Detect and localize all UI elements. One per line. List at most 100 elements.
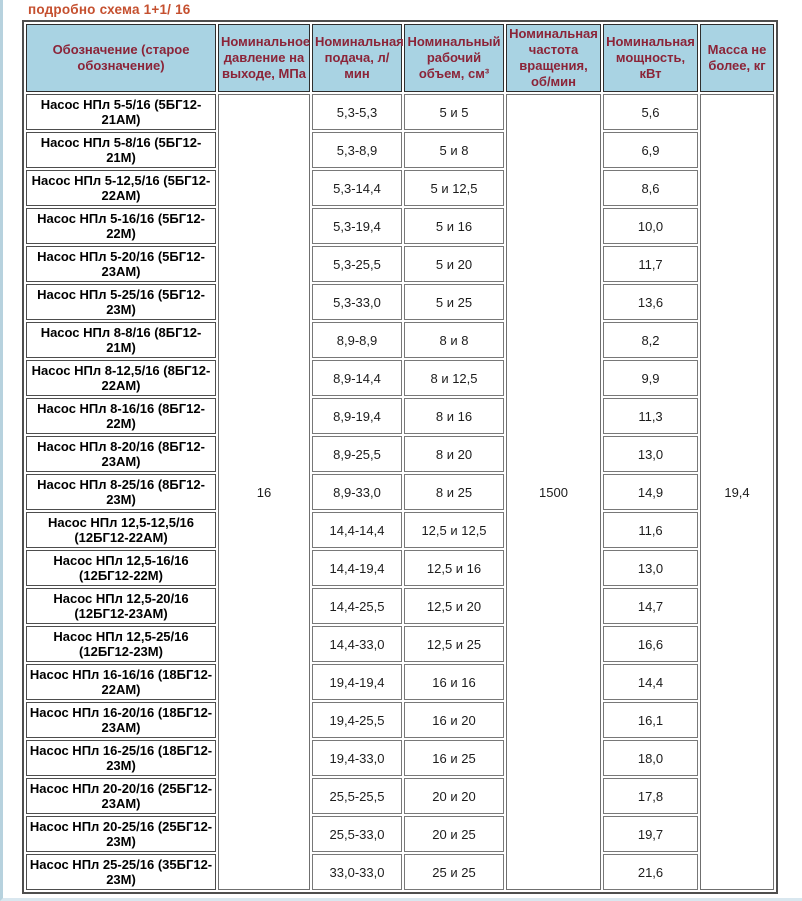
cell-designation: Насос НПл 25-25/16 (35БГ12-23М) bbox=[26, 854, 216, 890]
cell-power: 19,7 bbox=[603, 816, 698, 852]
cell-volume: 8 и 16 bbox=[404, 398, 504, 434]
cell-power: 11,6 bbox=[603, 512, 698, 548]
cell-designation: Насос НПл 12,5-12,5/16 (12БГ12-22АМ) bbox=[26, 512, 216, 548]
table-row: Насос НПл 16-20/16 (18БГ12-23АМ) 19,4-25,… bbox=[26, 702, 774, 738]
table-row: Насос НПл 5-8/16 (5БГ12-21М) 5,3-8,9 5 и 8… bbox=[26, 132, 774, 168]
cell-power: 14,4 bbox=[603, 664, 698, 700]
cell-flow: 5,3-5,3 bbox=[312, 94, 402, 130]
header-row: Обозначение (старое обозначение) Номинал… bbox=[26, 24, 774, 92]
cell-power: 14,9 bbox=[603, 474, 698, 510]
cell-designation: Насос НПл 8-20/16 (8БГ12-23АМ) bbox=[26, 436, 216, 472]
cell-flow: 14,4-14,4 bbox=[312, 512, 402, 548]
cell-power: 8,6 bbox=[603, 170, 698, 206]
cell-flow: 19,4-19,4 bbox=[312, 664, 402, 700]
cell-speed-merged: 1500 bbox=[506, 94, 601, 890]
cell-power: 18,0 bbox=[603, 740, 698, 776]
cell-designation: Насос НПл 16-16/16 (18БГ12-22АМ) bbox=[26, 664, 216, 700]
cell-power: 6,9 bbox=[603, 132, 698, 168]
pump-table-body: Насос НПл 5-5/16 (5БГ12-21АМ) 16 5,3-5,3 5 … bbox=[26, 94, 774, 890]
cell-volume: 12,5 и 12,5 bbox=[404, 512, 504, 548]
table-row: Насос НПл 20-20/16 (25БГ12-23АМ) 25,5-25,… bbox=[26, 778, 774, 814]
table-row: Насос НПл 25-25/16 (35БГ12-23М) 33,0-33,0… bbox=[26, 854, 774, 890]
cell-flow: 14,4-19,4 bbox=[312, 550, 402, 586]
cell-flow: 25,5-25,5 bbox=[312, 778, 402, 814]
cell-flow: 19,4-25,5 bbox=[312, 702, 402, 738]
column-header-pressure: Номинальное давление на выходе, МПа bbox=[218, 24, 310, 92]
cell-designation: Насос НПл 12,5-25/16 (12БГ12-23М) bbox=[26, 626, 216, 662]
cell-designation: Насос НПл 8-12,5/16 (8БГ12-22АМ) bbox=[26, 360, 216, 396]
cell-volume: 5 и 12,5 bbox=[404, 170, 504, 206]
cell-designation: Насос НПл 8-25/16 (8БГ12-23М) bbox=[26, 474, 216, 510]
cell-flow: 8,9-8,9 bbox=[312, 322, 402, 358]
cell-designation: Насос НПл 16-25/16 (18БГ12-23М) bbox=[26, 740, 216, 776]
cell-designation: Насос НПл 5-8/16 (5БГ12-21М) bbox=[26, 132, 216, 168]
cell-volume: 8 и 25 bbox=[404, 474, 504, 510]
cell-volume: 8 и 20 bbox=[404, 436, 504, 472]
table-row: Насос НПл 8-20/16 (8БГ12-23АМ) 8,9-25,5 8 … bbox=[26, 436, 774, 472]
cell-power: 11,3 bbox=[603, 398, 698, 434]
cell-designation: Насос НПл 20-25/16 (25БГ12-23М) bbox=[26, 816, 216, 852]
cell-flow: 33,0-33,0 bbox=[312, 854, 402, 890]
cell-power: 11,7 bbox=[603, 246, 698, 282]
cell-volume: 5 и 8 bbox=[404, 132, 504, 168]
table-row: Насос НПл 5-5/16 (5БГ12-21АМ) 16 5,3-5,3 5 … bbox=[26, 94, 774, 890]
cell-designation: Насос НПл 16-20/16 (18БГ12-23АМ) bbox=[26, 702, 216, 738]
cell-designation: Насос НПл 8-16/16 (8БГ12-22М) bbox=[26, 398, 216, 434]
cell-flow: 5,3-33,0 bbox=[312, 284, 402, 320]
cell-power: 17,8 bbox=[603, 778, 698, 814]
cell-power: 13,6 bbox=[603, 284, 698, 320]
table-row: Насос НПл 5-20/16 (5БГ12-23АМ) 5,3-25,5 5 … bbox=[26, 246, 774, 282]
cell-volume: 5 и 16 bbox=[404, 208, 504, 244]
column-header-volume: Номинальный рабочий объем, см³ bbox=[404, 24, 504, 92]
cell-designation: Насос НПл 20-20/16 (25БГ12-23АМ) bbox=[26, 778, 216, 814]
cell-designation: Насос НПл 12,5-16/16 (12БГ12-22М) bbox=[26, 550, 216, 586]
table-row: Насос НПл 12,5-12,5/16 (12БГ12-22АМ) 14,4… bbox=[26, 512, 774, 548]
table-row: Насос НПл 12,5-16/16 (12БГ12-22М) 14,4-19… bbox=[26, 550, 774, 586]
cell-designation: Насос НПл 12,5-20/16 (12БГ12-23АМ) bbox=[26, 588, 216, 624]
cell-power: 21,6 bbox=[603, 854, 698, 890]
column-header-power: Номинальная мощность, кВт bbox=[603, 24, 698, 92]
pump-specs-table: Обозначение (старое обозначение) Номинал… bbox=[22, 20, 778, 894]
cell-flow: 14,4-33,0 bbox=[312, 626, 402, 662]
cell-volume: 12,5 и 20 bbox=[404, 588, 504, 624]
column-header-mass: Масса не более, кг bbox=[700, 24, 774, 92]
cell-volume: 20 и 25 bbox=[404, 816, 504, 852]
cell-designation: Насос НПл 5-25/16 (5БГ12-23М) bbox=[26, 284, 216, 320]
cell-flow: 8,9-14,4 bbox=[312, 360, 402, 396]
cell-volume: 8 и 8 bbox=[404, 322, 504, 358]
column-header-designation: Обозначение (старое обозначение) bbox=[26, 24, 216, 92]
cell-volume: 12,5 и 25 bbox=[404, 626, 504, 662]
cell-volume: 5 и 20 bbox=[404, 246, 504, 282]
cell-volume: 12,5 и 16 bbox=[404, 550, 504, 586]
table-row: Насос НПл 16-25/16 (18БГ12-23М) 19,4-33,0… bbox=[26, 740, 774, 776]
column-header-flow: Номинальная подача, л/ мин bbox=[312, 24, 404, 92]
cell-volume: 16 и 25 bbox=[404, 740, 504, 776]
cell-power: 14,7 bbox=[603, 588, 698, 624]
column-header-speed: Номинальная частота вращения, об/мин bbox=[506, 24, 601, 92]
cell-flow: 5,3-8,9 bbox=[312, 132, 402, 168]
cell-flow: 8,9-33,0 bbox=[312, 474, 402, 510]
cell-flow: 5,3-19,4 bbox=[312, 208, 402, 244]
page-title: подробно схема 1+1/ 16 bbox=[28, 2, 191, 17]
cell-power: 16,6 bbox=[603, 626, 698, 662]
table-row: Насос НПл 16-16/16 (18БГ12-22АМ) 19,4-19,… bbox=[26, 664, 774, 700]
table-row: Насос НПл 8-8/16 (8БГ12-21М) 8,9-8,9 8 и 8… bbox=[26, 322, 774, 358]
cell-mass-merged: 19,4 bbox=[700, 94, 774, 890]
cell-power: 16,1 bbox=[603, 702, 698, 738]
cell-flow: 8,9-25,5 bbox=[312, 436, 402, 472]
cell-designation: Насос НПл 5-12,5/16 (5БГ12-22АМ) bbox=[26, 170, 216, 206]
table-row: Насос НПл 5-25/16 (5БГ12-23М) 5,3-33,0 5 и… bbox=[26, 284, 774, 320]
cell-volume: 8 и 12,5 bbox=[404, 360, 504, 396]
table-row: Насос НПл 5-16/16 (5БГ12-22М) 5,3-19,4 5 и… bbox=[26, 208, 774, 244]
table-row: Насос НПл 20-25/16 (25БГ12-23М) 25,5-33,0… bbox=[26, 816, 774, 852]
cell-volume: 5 и 25 bbox=[404, 284, 504, 320]
cell-designation: Насос НПл 5-20/16 (5БГ12-23АМ) bbox=[26, 246, 216, 282]
cell-flow: 5,3-14,4 bbox=[312, 170, 402, 206]
cell-flow: 8,9-19,4 bbox=[312, 398, 402, 434]
cell-power: 8,2 bbox=[603, 322, 698, 358]
table-row: Насос НПл 12,5-20/16 (12БГ12-23АМ) 14,4-2… bbox=[26, 588, 774, 624]
cell-flow: 5,3-25,5 bbox=[312, 246, 402, 282]
table-row: Насос НПл 12,5-25/16 (12БГ12-23М) 14,4-33… bbox=[26, 626, 774, 662]
cell-power: 13,0 bbox=[603, 550, 698, 586]
cell-designation: Насос НПл 5-16/16 (5БГ12-22М) bbox=[26, 208, 216, 244]
